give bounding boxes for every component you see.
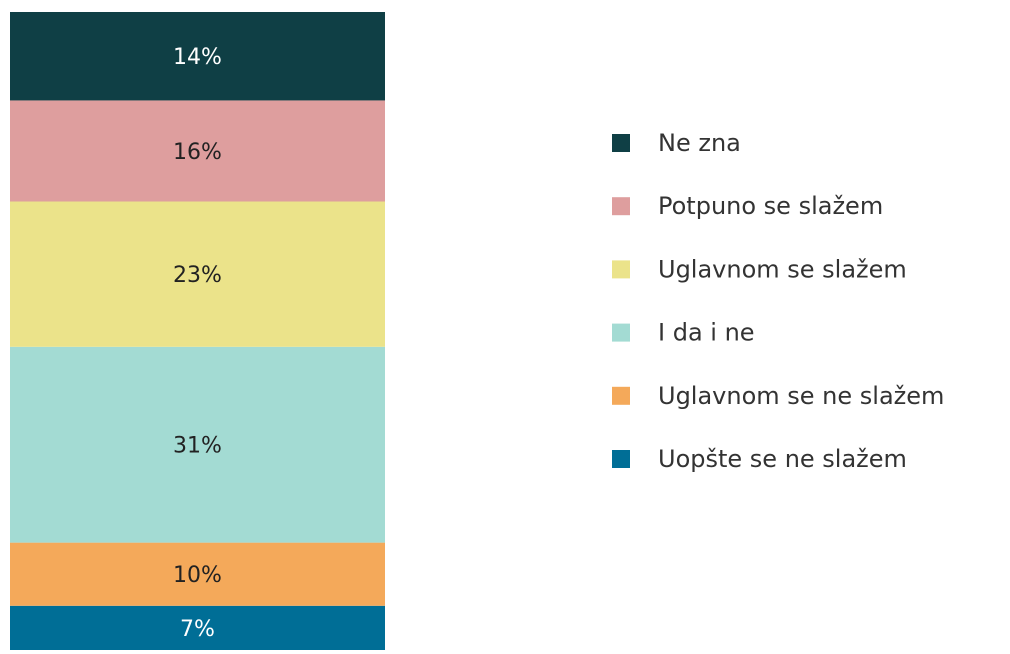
legend-swatch [612,386,630,405]
data-label: 31% [173,434,222,459]
bar-segment [10,346,385,543]
bar-segment [10,605,385,650]
legend-label: Uglavnom se slažem [658,255,907,283]
bar-segment [10,201,385,347]
legend-label: Ne zna [658,129,741,157]
legend-label: Potpuno se slažem [658,192,883,220]
data-label: 23% [173,263,222,288]
data-label: 16% [173,140,222,165]
bar-segment [10,100,385,202]
data-label: 7% [180,617,215,642]
legend-swatch [612,450,630,468]
legend-swatch [612,323,630,342]
legend-label: I da i ne [658,319,755,347]
legend-swatch [612,260,630,279]
legend-label: Uopšte se ne slažem [658,445,907,473]
bar-segment [10,12,385,101]
data-label: 14% [173,45,222,70]
data-label: 10% [173,563,222,588]
legend-swatch [612,134,630,152]
legend-label: Uglavnom se ne slažem [658,382,944,410]
legend-swatch [612,197,630,216]
bar-segment [10,542,385,606]
